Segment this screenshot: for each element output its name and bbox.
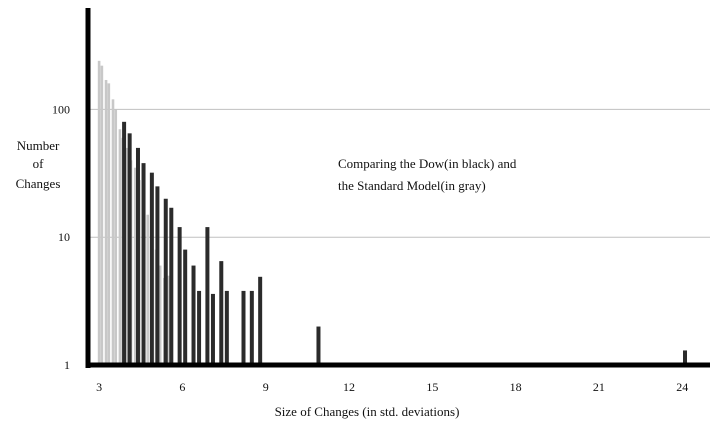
x-axis-title: Size of Changes (in std. deviations) — [275, 404, 460, 419]
y-tick-label-1: 1 — [64, 358, 70, 372]
dow-bar-2 — [135, 147, 140, 365]
dow-bar-6 — [163, 198, 168, 365]
gridlines — [88, 108, 710, 238]
dow-bar-18 — [258, 276, 263, 365]
dow-bar-11 — [197, 290, 202, 365]
dow-bar-16 — [241, 290, 246, 365]
dow-bar-20 — [683, 350, 688, 365]
dow-bar-19 — [316, 326, 321, 365]
chart-annotation-line-2: the Standard Model(in gray) — [338, 178, 486, 193]
dow-bar-13 — [210, 293, 215, 365]
standard-model-bar-1 — [100, 65, 104, 366]
x-tick-label-18: 18 — [510, 380, 522, 394]
dow-bar-17 — [249, 290, 254, 365]
dow-bar-8 — [177, 227, 182, 365]
axes — [85, 8, 710, 368]
dow-bar-12 — [205, 227, 210, 365]
dow-bars — [122, 121, 688, 365]
dow-bar-0 — [122, 121, 127, 365]
standard-model-bar-3 — [107, 83, 111, 366]
standard-model-bar-6 — [118, 129, 122, 365]
x-tick-label-24: 24 — [676, 380, 688, 394]
y-tick-label-100: 100 — [52, 102, 70, 116]
y-axis-title-line-1: Number — [17, 138, 60, 153]
x-tick-label-12: 12 — [343, 380, 355, 394]
y-axis-title-line-3: Changes — [16, 176, 61, 191]
standard-model-bar-18 — [167, 275, 170, 365]
dow-bar-1 — [127, 133, 132, 365]
dow-bar-14 — [219, 261, 224, 365]
dow-bar-4 — [149, 172, 154, 365]
standard-model-bar-16 — [158, 265, 162, 365]
standard-model-bar-2 — [104, 79, 108, 366]
x-tick-label-15: 15 — [426, 380, 438, 394]
standard-model-bar-8 — [125, 147, 129, 365]
x-tick-label-21: 21 — [593, 380, 605, 394]
dow-bar-5 — [155, 186, 160, 365]
dow-bar-9 — [183, 249, 188, 365]
dow-bar-7 — [169, 207, 174, 365]
standard-model-bar-4 — [111, 99, 115, 366]
x-tick-label-9: 9 — [263, 380, 269, 394]
y-tick-labels: 1 10 100 — [52, 102, 70, 372]
standard-model-bar-13 — [146, 214, 150, 365]
y-axis-title-line-2: of — [33, 156, 45, 171]
dow-bar-10 — [191, 265, 196, 365]
x-tick-label-3: 3 — [96, 380, 102, 394]
standard-model-bar-5 — [114, 109, 118, 366]
chart-annotation-line-1: Comparing the Dow(in black) and — [338, 156, 517, 171]
standard-model-bar-0 — [97, 60, 101, 366]
x-tick-labels: 3 6 9 12 15 18 21 24 — [96, 380, 688, 394]
y-tick-label-10: 10 — [58, 230, 70, 244]
dow-bar-3 — [141, 163, 146, 365]
dow-bar-15 — [224, 290, 229, 365]
standard-model-bar-10 — [133, 167, 137, 365]
x-tick-label-6: 6 — [179, 380, 185, 394]
